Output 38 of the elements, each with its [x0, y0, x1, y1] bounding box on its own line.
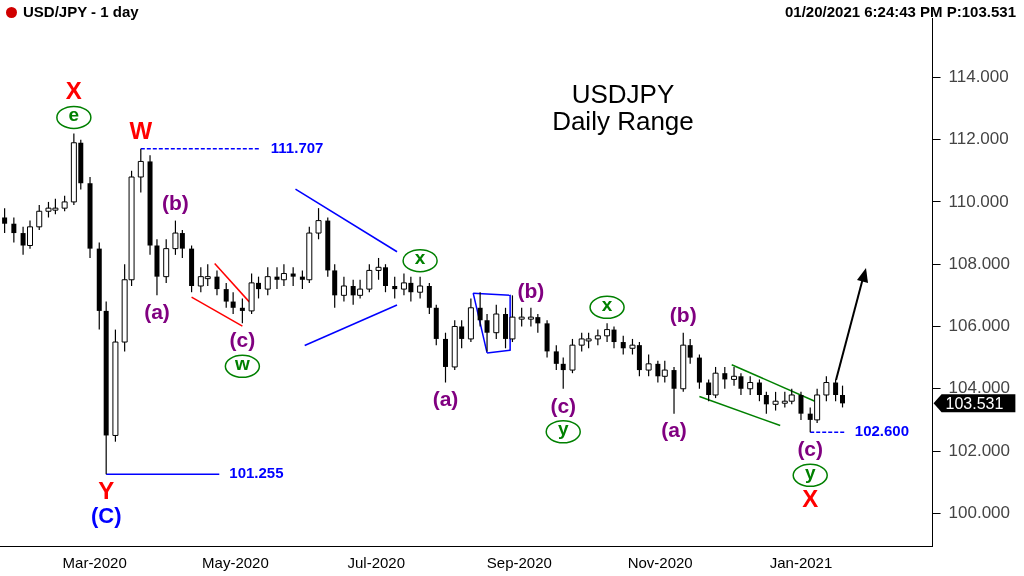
annotation: (c) [797, 437, 824, 461]
y-tick-label: 114.000 [948, 67, 1009, 87]
annotation: (b) [669, 303, 697, 327]
annotation: 102.600 [854, 422, 910, 440]
x-tick-label: Sep-2020 [486, 554, 552, 572]
annotation: (C) [90, 503, 122, 529]
annotation: (b) [162, 191, 189, 215]
annotation: 01/20/2021 6:24:43 PM P:103.531 [785, 3, 1016, 20]
x-tick-label: Mar-2020 [62, 554, 127, 572]
annotation: USD/JPY - 1 day [23, 3, 139, 20]
y-tick-label: 102.000 [948, 440, 1010, 460]
annotation: Y [98, 476, 115, 504]
annotation: 101.255 [229, 464, 284, 482]
annotation: w [233, 352, 250, 374]
x-tick-label: Jan-2021 [769, 554, 833, 572]
annotation: e [68, 103, 80, 125]
y-tick-label: 106.000 [948, 316, 1010, 336]
x-tick-label: Nov-2020 [627, 554, 693, 572]
annotation: W [129, 117, 153, 145]
y-tick-label: 108.000 [948, 253, 1010, 273]
annotation: (c) [550, 393, 577, 417]
annotation: x [601, 293, 613, 315]
annotation: (c) [229, 328, 256, 352]
annotation: (a) [661, 418, 687, 442]
annotation: 111.707 [270, 138, 324, 156]
y-tick-label: 110.000 [948, 191, 1009, 211]
annotation: (a) [144, 300, 170, 324]
x-tick-label: May-2020 [202, 554, 269, 572]
y-tick-label: 112.000 [948, 129, 1009, 149]
annotation: X [802, 484, 819, 512]
annotation: y [804, 461, 816, 483]
y-tick-label: 100.000 [948, 502, 1010, 522]
annotation: X [65, 77, 82, 105]
annotation: (a) [432, 387, 459, 411]
annotation: (b) [517, 278, 545, 302]
x-tick-label: Jul-2020 [347, 554, 406, 572]
annotation: x [414, 246, 426, 268]
annotation: y [557, 417, 569, 439]
